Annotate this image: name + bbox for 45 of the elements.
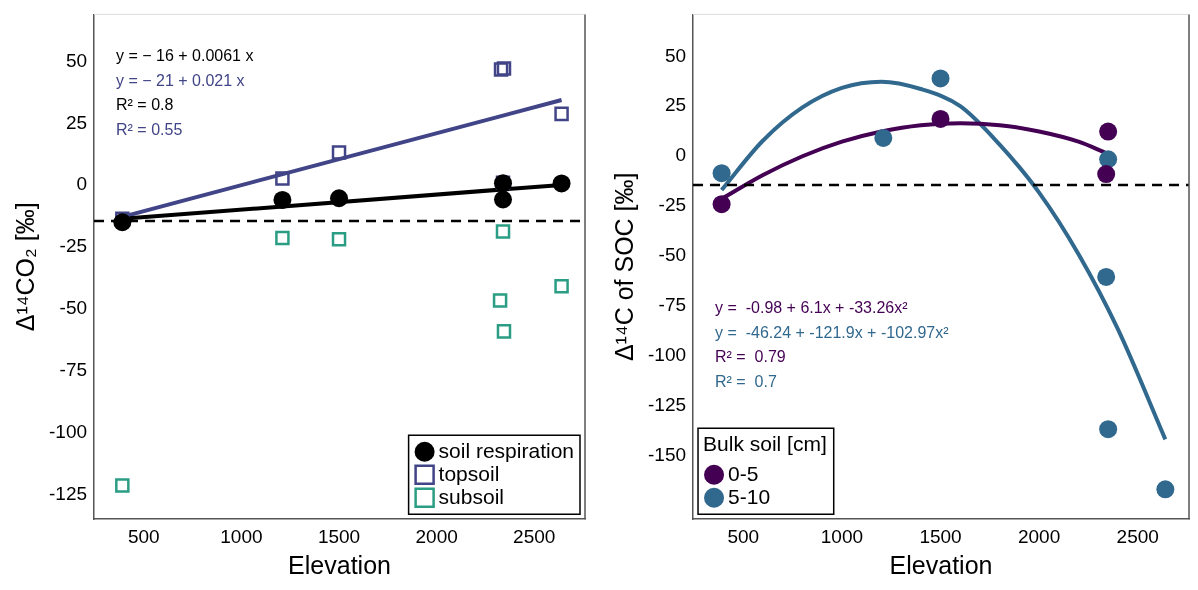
legend-label: topsoil [438, 462, 500, 486]
annotation: R² = 0.8 [116, 96, 174, 114]
legend-label: 0-5 [728, 462, 759, 486]
legend-title: Bulk soil [cm] [703, 432, 827, 455]
annotation: R² = 0.7 [715, 372, 777, 390]
x-tick-label: 500 [727, 525, 760, 547]
y-tick-label: -75 [658, 293, 687, 315]
y-axis-title: Δ¹⁴C of SOC [‰] [609, 172, 638, 362]
x-axis-title: Elevation [889, 550, 993, 579]
y-tick-label: 25 [65, 111, 88, 133]
legend-label: 5-10 [728, 485, 771, 509]
x-tick-label: 1500 [919, 525, 962, 547]
x-tick-label: 1000 [820, 525, 864, 547]
y-tick-label: -50 [59, 297, 88, 319]
annotation: y = -46.24 + -121.9x + -102.97x² [715, 323, 950, 341]
x-axis-title: Elevation [288, 550, 391, 579]
y-tick-label: -25 [59, 235, 88, 257]
x-tick-label: 2500 [1116, 525, 1159, 547]
y-tick-label: -125 [49, 482, 88, 504]
y-tick-label: 0 [675, 144, 687, 166]
y-tick-label: -100 [49, 420, 88, 442]
y-tick-label: -25 [658, 194, 687, 216]
x-tick-label: 1000 [220, 525, 263, 547]
x-tick-label: 2000 [1017, 525, 1061, 547]
y-tick-label: -150 [648, 443, 687, 465]
x-tick-label: 2000 [415, 525, 458, 547]
annotation: y = -0.98 + 6.1x + -33.26x² [715, 299, 909, 317]
y-tick-label: -50 [658, 244, 687, 266]
annotation: y = − 16 + 0.0061 x [116, 47, 254, 65]
annotation: R² = 0.79 [715, 348, 786, 366]
y-tick-label: 25 [664, 94, 687, 116]
y-tick-label: 50 [65, 49, 88, 71]
y-axis-title: Δ¹⁴CO₂ [‰] [10, 202, 39, 332]
legend-label: subsoil [438, 485, 504, 509]
y-tick-label: -75 [59, 358, 88, 380]
x-tick-label: 500 [127, 525, 160, 547]
y-tick-label: 50 [664, 44, 687, 66]
y-tick-label: -100 [648, 343, 687, 365]
legend-label: soil respiration [438, 439, 575, 463]
x-tick-label: 2500 [513, 525, 556, 547]
x-tick-label: 1500 [317, 525, 361, 547]
y-tick-label: 0 [76, 173, 88, 195]
annotation: R² = 0.55 [116, 120, 183, 138]
annotation: y = − 21 + 0.021 x [116, 71, 245, 89]
y-tick-label: -125 [648, 393, 687, 415]
